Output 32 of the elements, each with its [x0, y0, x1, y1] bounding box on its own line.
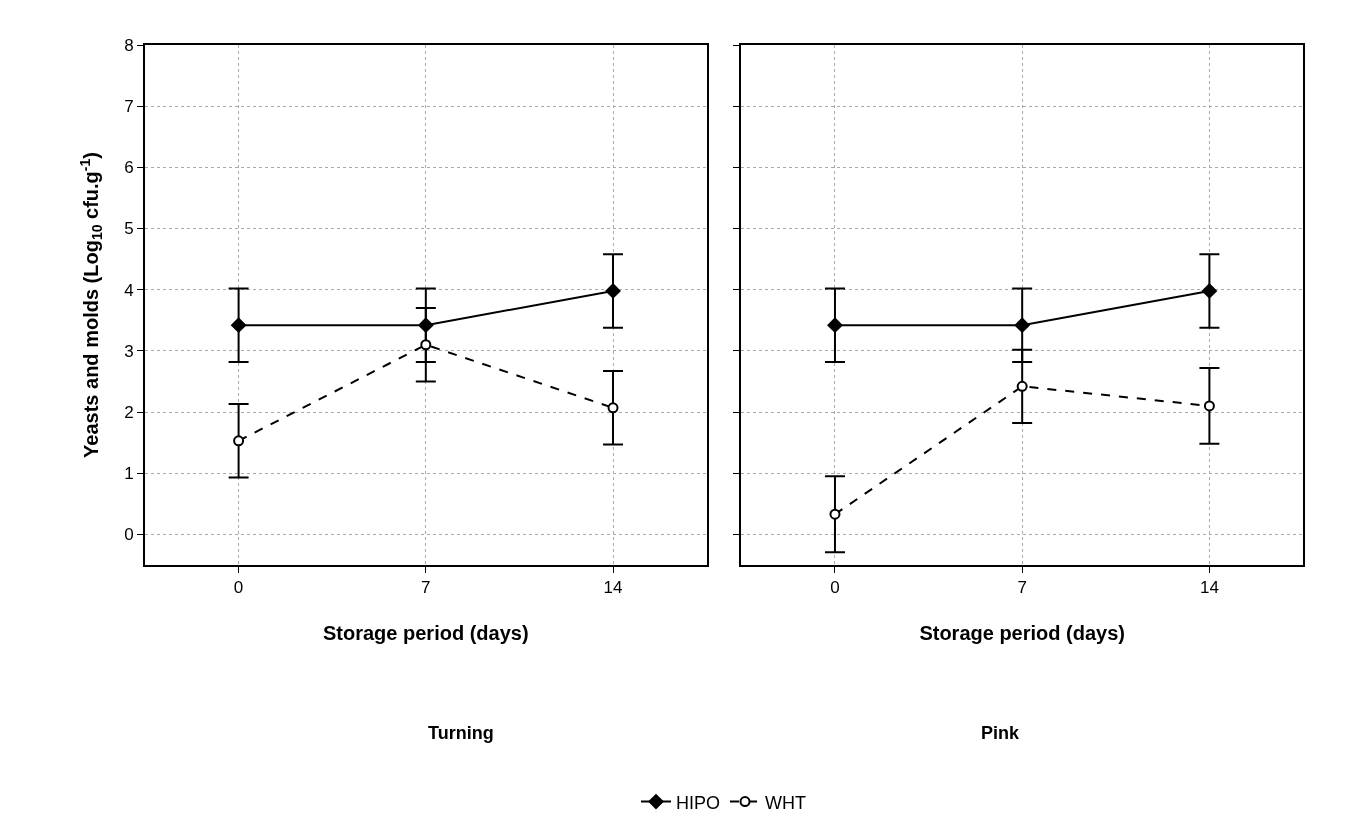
- y-tick-label: 2: [124, 403, 134, 423]
- point: [827, 317, 843, 333]
- y-tick-label: 8: [124, 35, 134, 55]
- point: [1016, 380, 1028, 392]
- point: [1014, 317, 1030, 333]
- legend-label: WHT: [765, 792, 806, 813]
- y-tick-label: 0: [124, 525, 134, 545]
- text: Turning: [428, 723, 494, 743]
- point: [1201, 283, 1217, 299]
- point: [231, 317, 247, 333]
- x-tick-label: 0: [830, 578, 840, 598]
- x-tick-label: 7: [421, 578, 431, 598]
- point: [1203, 400, 1215, 412]
- y-tick-label: 4: [124, 280, 134, 300]
- x-axis-title: Storage period (days): [919, 622, 1125, 645]
- x-axis-title: Storage period (days): [323, 622, 529, 645]
- x-tick-label: 7: [1017, 578, 1027, 598]
- y-tick-label: 7: [124, 97, 134, 117]
- text: Pink: [981, 723, 1020, 743]
- y-tick-label: 3: [124, 341, 134, 361]
- point: [607, 402, 619, 414]
- point: [829, 508, 841, 520]
- x-tick-label: 0: [233, 578, 244, 598]
- x-tick-label: 14: [1199, 578, 1219, 598]
- legend-label: HIPO: [676, 792, 721, 813]
- point: [420, 339, 432, 351]
- point: [233, 435, 245, 447]
- y-tick-label: 1: [124, 464, 134, 484]
- x-tick-label: 14: [603, 578, 623, 598]
- y-tick-label: 5: [124, 219, 134, 239]
- y-tick-label: 6: [124, 158, 134, 178]
- point: [605, 283, 621, 299]
